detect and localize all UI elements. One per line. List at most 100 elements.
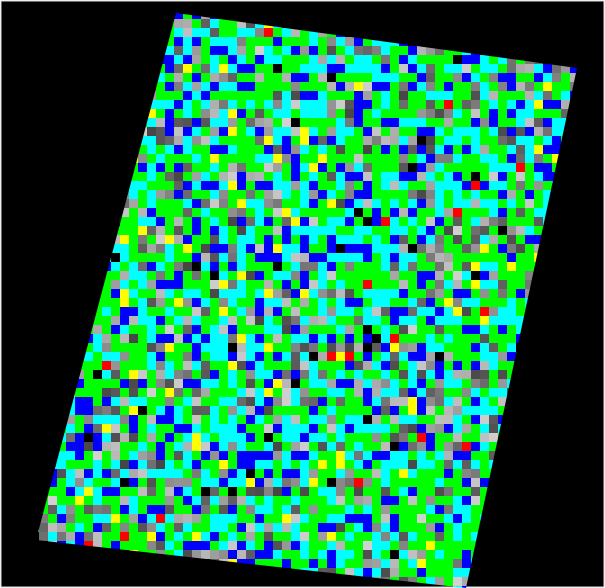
pixel-cell bbox=[498, 289, 507, 298]
pixel-cell bbox=[264, 460, 273, 469]
pixel-cell bbox=[417, 487, 426, 496]
pixel-cell bbox=[543, 73, 552, 82]
pixel-cell bbox=[327, 244, 336, 253]
pixel-cell bbox=[417, 361, 426, 370]
pixel-cell bbox=[471, 118, 480, 127]
pixel-cell bbox=[309, 352, 318, 361]
pixel-cell bbox=[237, 550, 246, 559]
pixel-cell bbox=[264, 487, 273, 496]
pixel-cell bbox=[444, 532, 453, 541]
pixel-cell bbox=[129, 514, 138, 523]
pixel-cell bbox=[147, 253, 156, 262]
pixel-cell bbox=[237, 433, 246, 442]
pixel-cell bbox=[453, 244, 462, 253]
pixel-cell bbox=[156, 91, 165, 100]
pixel-cell bbox=[174, 397, 183, 406]
pixel-cell bbox=[462, 451, 471, 460]
pixel-cell bbox=[525, 262, 534, 271]
pixel-cell bbox=[264, 541, 273, 550]
pixel-cell bbox=[237, 397, 246, 406]
pixel-cell bbox=[111, 406, 120, 415]
pixel-cell bbox=[255, 100, 264, 109]
pixel-cell bbox=[273, 226, 282, 235]
pixel-cell bbox=[543, 109, 552, 118]
pixel-cell bbox=[156, 271, 165, 280]
pixel-cell bbox=[183, 127, 192, 136]
pixel-cell bbox=[417, 460, 426, 469]
pixel-cell bbox=[399, 451, 408, 460]
pixel-cell bbox=[435, 442, 444, 451]
pixel-cell bbox=[237, 289, 246, 298]
pixel-cell bbox=[498, 361, 507, 370]
pixel-cell bbox=[327, 379, 336, 388]
pixel-cell bbox=[399, 154, 408, 163]
pixel-cell bbox=[435, 271, 444, 280]
pixel-cell bbox=[147, 235, 156, 244]
pixel-cell bbox=[246, 280, 255, 289]
pixel-cell bbox=[156, 523, 165, 532]
pixel-cell bbox=[471, 199, 480, 208]
pixel-cell bbox=[408, 478, 417, 487]
pixel-cell bbox=[291, 325, 300, 334]
pixel-cell bbox=[363, 145, 372, 154]
pixel-cell bbox=[273, 550, 282, 559]
pixel-cell bbox=[291, 433, 300, 442]
pixel-cell bbox=[354, 424, 363, 433]
pixel-cell bbox=[147, 415, 156, 424]
pixel-cell bbox=[156, 262, 165, 271]
pixel-cell bbox=[381, 244, 390, 253]
pixel-cell bbox=[327, 226, 336, 235]
pixel-cell bbox=[534, 208, 543, 217]
pixel-cell bbox=[417, 253, 426, 262]
pixel-cell bbox=[408, 181, 417, 190]
pixel-cell bbox=[300, 181, 309, 190]
pixel-cell bbox=[300, 397, 309, 406]
pixel-cell bbox=[363, 334, 372, 343]
pixel-cell bbox=[300, 370, 309, 379]
pixel-cell bbox=[255, 46, 264, 55]
pixel-cell bbox=[345, 559, 354, 568]
pixel-cell bbox=[336, 127, 345, 136]
pixel-cell bbox=[363, 370, 372, 379]
pixel-cell bbox=[282, 442, 291, 451]
pixel-cell bbox=[444, 325, 453, 334]
pixel-cell bbox=[300, 550, 309, 559]
pixel-cell bbox=[444, 190, 453, 199]
pixel-cell bbox=[408, 190, 417, 199]
pixel-cell bbox=[489, 361, 498, 370]
pixel-cell bbox=[498, 226, 507, 235]
pixel-cell bbox=[426, 541, 435, 550]
pixel-cell bbox=[525, 100, 534, 109]
pixel-cell bbox=[282, 280, 291, 289]
pixel-cell bbox=[228, 181, 237, 190]
pixel-cell bbox=[507, 325, 516, 334]
pixel-cell bbox=[219, 505, 228, 514]
pixel-cell bbox=[318, 271, 327, 280]
pixel-cell bbox=[273, 334, 282, 343]
pixel-cell bbox=[174, 298, 183, 307]
pixel-cell bbox=[282, 307, 291, 316]
pixel-cell bbox=[318, 244, 327, 253]
pixel-cell bbox=[93, 361, 102, 370]
pixel-cell bbox=[327, 460, 336, 469]
pixel-cell bbox=[363, 82, 372, 91]
pixel-cell bbox=[498, 109, 507, 118]
pixel-cell bbox=[174, 541, 183, 550]
pixel-cell bbox=[426, 316, 435, 325]
pixel-cell bbox=[93, 523, 102, 532]
pixel-cell bbox=[417, 64, 426, 73]
pixel-cell bbox=[363, 478, 372, 487]
pixel-cell bbox=[147, 424, 156, 433]
pixel-cell bbox=[246, 163, 255, 172]
pixel-cell bbox=[318, 433, 327, 442]
pixel-cell bbox=[255, 415, 264, 424]
pixel-cell bbox=[120, 496, 129, 505]
pixel-cell bbox=[417, 298, 426, 307]
pixel-cell bbox=[174, 163, 183, 172]
pixel-cell bbox=[417, 334, 426, 343]
pixel-cell bbox=[300, 460, 309, 469]
pixel-cell bbox=[102, 343, 111, 352]
pixel-cell bbox=[246, 379, 255, 388]
pixel-cell bbox=[480, 271, 489, 280]
pixel-cell bbox=[363, 91, 372, 100]
